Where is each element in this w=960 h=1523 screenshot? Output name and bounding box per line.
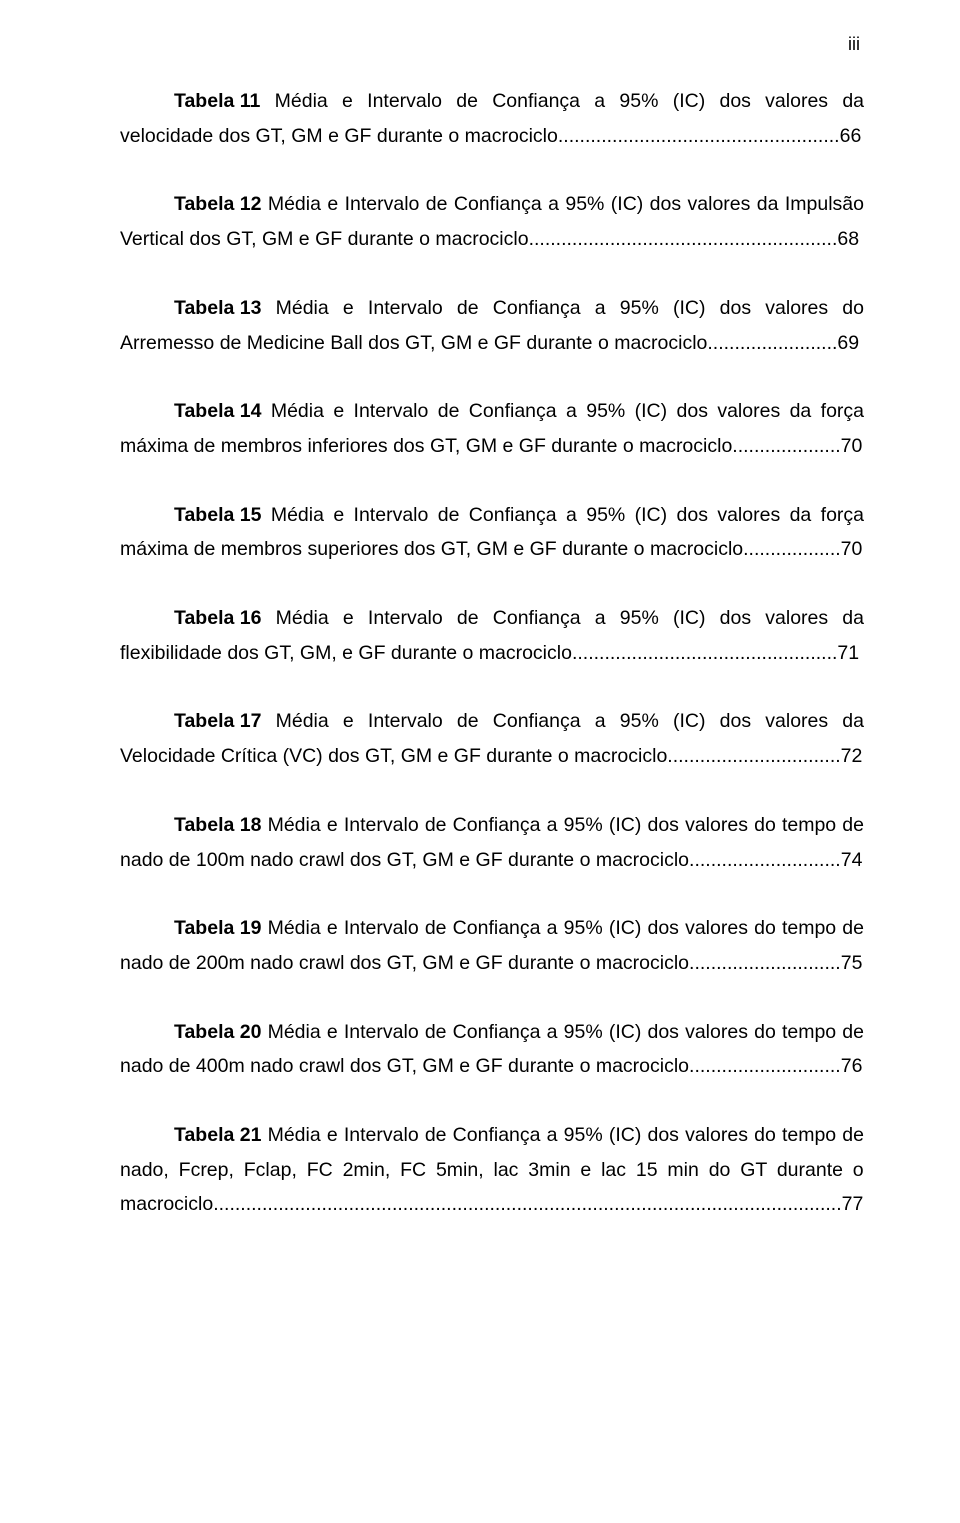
- toc-entry-label: Tabela 21: [174, 1124, 261, 1146]
- toc-entry-page: 70: [841, 538, 863, 560]
- toc-leader-dots: ........................................…: [558, 125, 840, 147]
- toc-entry: Tabela 14 Média e Intervalo de Confiança…: [120, 394, 864, 463]
- toc-entry-line: Média e Intervalo de Confiança a 95% (IC…: [261, 607, 864, 629]
- toc-entry: Tabela 15 Média e Intervalo de Confiança…: [120, 498, 864, 567]
- toc-entry: Tabela 17 Média e Intervalo de Confiança…: [120, 704, 864, 773]
- toc-entry-label: Tabela 15: [174, 504, 261, 526]
- toc-entry-label: Tabela 14: [174, 400, 261, 422]
- toc-entry: Tabela 13 Média e Intervalo de Confiança…: [120, 291, 864, 360]
- toc-entry-lastline: máxima de membros superiores dos GT, GM …: [120, 538, 743, 560]
- toc-entry-label: Tabela 12: [174, 193, 261, 215]
- toc-entry-lastline: Velocidade Crítica (VC) dos GT, GM e GF …: [120, 745, 667, 767]
- toc-entry-page: 76: [841, 1055, 863, 1077]
- toc-leader-dots: ................................: [667, 745, 840, 767]
- toc-entry-line: Média e Intervalo de Confiança a 95% (IC…: [261, 504, 864, 526]
- toc-entry-label: Tabela 18: [174, 814, 261, 836]
- toc-entry-page: 72: [841, 745, 863, 767]
- toc-leader-dots: ........................................…: [529, 228, 838, 250]
- toc-entry-page: 75: [841, 952, 863, 974]
- toc-entry: Tabela 12 Média e Intervalo de Confiança…: [120, 187, 864, 256]
- toc-entry: Tabela 20 Média e Intervalo de Confiança…: [120, 1015, 864, 1084]
- page-number: iii: [848, 34, 860, 55]
- toc-leader-dots: ............................: [689, 1055, 841, 1077]
- toc-entry-line: Média e Intervalo de Confiança a 95% (IC…: [261, 1021, 864, 1043]
- toc-entry-line: Média e Intervalo de Confiança a 95% (IC…: [261, 917, 864, 939]
- toc-entry: Tabela 16 Média e Intervalo de Confiança…: [120, 601, 864, 670]
- toc-entry-label: Tabela 11: [174, 90, 260, 112]
- toc-entry-line: Média e Intervalo de Confiança a 95% (IC…: [261, 400, 864, 422]
- toc-entry: Tabela 21 Média e Intervalo de Confiança…: [120, 1118, 864, 1222]
- toc-entry-page: 68: [837, 228, 859, 250]
- toc-leader-dots: ........................................…: [213, 1193, 841, 1215]
- toc-entry-lastline: nado de 400m nado crawl dos GT, GM e GF …: [120, 1055, 689, 1077]
- toc-entry-label: Tabela 13: [174, 297, 261, 319]
- toc-entry-label: Tabela 17: [174, 710, 261, 732]
- toc-entry-label: Tabela 16: [174, 607, 261, 629]
- toc-entry-line: Média e Intervalo de Confiança a 95% (IC…: [260, 90, 864, 112]
- toc-entry: Tabela 19 Média e Intervalo de Confiança…: [120, 911, 864, 980]
- toc-entry-page: 71: [837, 642, 859, 664]
- toc-leader-dots: ....................: [732, 435, 840, 457]
- toc-entry-lastline: Vertical dos GT, GM e GF durante o macro…: [120, 228, 529, 250]
- toc-entry-lastline: Arremesso de Medicine Ball dos GT, GM e …: [120, 332, 707, 354]
- toc-entry: Tabela 11 Média e Intervalo de Confiança…: [120, 84, 864, 153]
- toc-entry-line: Média e Intervalo de Confiança a 95% (IC…: [261, 193, 864, 215]
- toc-entry-lastline: nado de 200m nado crawl dos GT, GM e GF …: [120, 952, 689, 974]
- toc-leader-dots: ........................................…: [572, 642, 837, 664]
- toc-leader-dots: ............................: [689, 849, 841, 871]
- toc-entry-lastline: macrociclo: [120, 1193, 213, 1215]
- toc-entry-page: 74: [841, 849, 863, 871]
- toc-leader-dots: ..................: [743, 538, 841, 560]
- toc-entry-page: 66: [840, 125, 862, 147]
- toc-entry-line: Média e Intervalo de Confiança a 95% (IC…: [261, 710, 864, 732]
- toc-entry-line: Média e Intervalo de Confiança a 95% (IC…: [261, 814, 864, 836]
- toc-entry-lastline: velocidade dos GT, GM e GF durante o mac…: [120, 125, 558, 147]
- toc-leader-dots: ........................: [707, 332, 837, 354]
- toc-leader-dots: ............................: [689, 952, 841, 974]
- toc-entries: Tabela 11 Média e Intervalo de Confiança…: [120, 84, 864, 1222]
- toc-entry-page: 70: [841, 435, 863, 457]
- document-page: iii Tabela 11 Média e Intervalo de Confi…: [0, 0, 960, 1523]
- toc-entry-lastline: flexibilidade dos GT, GM, e GF durante o…: [120, 642, 572, 664]
- toc-entry-page: 77: [842, 1193, 864, 1215]
- toc-entry-line: Média e Intervalo de Confiança a 95% (IC…: [261, 1124, 864, 1146]
- toc-entry-line: Média e Intervalo de Confiança a 95% (IC…: [261, 297, 864, 319]
- toc-entry-lastline: máxima de membros inferiores dos GT, GM …: [120, 435, 732, 457]
- toc-entry-lastline: nado de 100m nado crawl dos GT, GM e GF …: [120, 849, 689, 871]
- toc-entry-label: Tabela 20: [174, 1021, 261, 1043]
- toc-entry-page: 69: [837, 332, 859, 354]
- toc-entry-line: nado, Fcrep, Fclap, FC 2min, FC 5min, la…: [120, 1159, 864, 1181]
- toc-entry: Tabela 18 Média e Intervalo de Confiança…: [120, 808, 864, 877]
- toc-entry-label: Tabela 19: [174, 917, 261, 939]
